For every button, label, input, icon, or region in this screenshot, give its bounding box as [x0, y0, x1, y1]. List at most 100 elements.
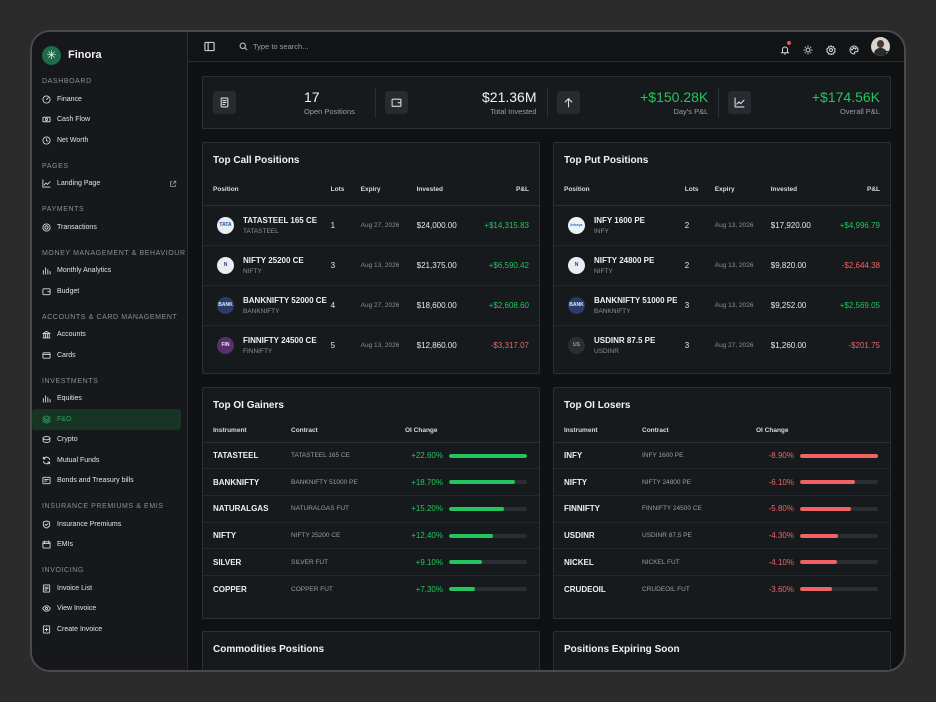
oi-change-cell: +12.40% [405, 522, 539, 550]
contract-cell: SILVER FUT [291, 548, 405, 576]
table-row[interactable]: INFY INFY 1600 PE -8.90% [554, 442, 890, 470]
palette-button[interactable] [849, 42, 859, 55]
table-row[interactable]: BANK BANKNIFTY 51000 PE BANKNIFTY 3 Aug 13, … [554, 285, 890, 326]
sidebar-item-accounts[interactable]: Accounts [32, 325, 181, 346]
refresh-icon [42, 456, 51, 465]
table-row[interactable]: BANKNIFTY BANKNIFTY 51000 PE +18.70% [203, 468, 539, 496]
instrument-logo: US [568, 336, 585, 354]
sidebar-item-mutual-funds[interactable]: Mutual Funds [32, 450, 181, 471]
table-row[interactable]: COPPER COPPER FUT +7.30% [203, 575, 539, 602]
table-row[interactable]: NICKEL NICKEL FUT -4.10% [554, 548, 890, 576]
sidebar-item-f-o[interactable]: F&O [32, 409, 181, 430]
column-header: P&L [482, 175, 539, 206]
instrument-logo: FIN [217, 336, 234, 354]
sidebar-item-net-worth[interactable]: Net Worth [32, 130, 181, 151]
sidebar-toggle-icon[interactable] [204, 41, 215, 52]
sidebar-item-invoice-list[interactable]: Invoice List [32, 578, 181, 599]
card-title: Top Put Positions [564, 155, 649, 166]
sidebar-item-label: Create Invoice [57, 625, 103, 633]
positions-expiring-soon-card: Positions Expiring Soon [553, 631, 891, 670]
instrument-cell: NATURALGAS [203, 495, 291, 523]
table-row[interactable]: US USDINR 87.5 PE USDINR 3 Aug 27, 2026 $1,26… [554, 325, 890, 365]
brand[interactable]: ✳ Finora [32, 36, 187, 74]
theme-toggle-button[interactable] [803, 42, 813, 54]
sidebar-item-label: Crypto [57, 436, 78, 444]
table-row[interactable]: NIFTY NIFTY 24800 PE -6.10% [554, 468, 890, 496]
table-row[interactable]: TATASTEEL TATASTEEL 165 CE +22.60% [203, 442, 539, 470]
contract-cell: TATASTEEL 165 CE [291, 442, 405, 470]
oi-change-bar-fill [800, 533, 839, 538]
position-name: USDINR 87.5 PE [594, 335, 656, 345]
oi-change-value: +22.60% [411, 450, 443, 460]
bar-chart-icon [42, 267, 51, 275]
position-underlying: FINNIFTY [243, 347, 273, 355]
table-row[interactable]: SILVER SILVER FUT +9.10% [203, 548, 539, 576]
search-input[interactable]: Type to search... [253, 42, 309, 51]
contract-cell: NIFTY 24800 PE [642, 468, 756, 496]
sidebar-item-finance[interactable]: Finance [32, 89, 181, 110]
card-icon [42, 352, 51, 359]
column-header: Lots [330, 175, 361, 206]
sidebar-item-view-invoice[interactable]: View Invoice [32, 599, 181, 620]
call-positions-card: Top Call Positions Position Lots Expiry Inv… [202, 142, 540, 374]
stat-text: +$150.28K Day's P&L [640, 89, 708, 116]
sidebar-section-title: DASHBOARD [42, 78, 92, 85]
sidebar-section-title: INVESTMENTS [42, 377, 99, 385]
user-avatar[interactable] [871, 37, 890, 56]
instrument-logo: BANK [568, 296, 585, 314]
contract-cell: NICKEL FUT [642, 548, 756, 576]
table-row[interactable]: FINNIFTY FINNIFTY 24500 CE -5.80% [554, 495, 890, 523]
sidebar-item-bonds-and-treasury-bills[interactable]: Bonds and Treasury bills [32, 471, 181, 492]
search-bar[interactable]: Type to search... [239, 42, 308, 51]
sidebar-item-label: Accounts [57, 331, 86, 339]
table-row[interactable]: CRUDEOIL CRUDEOIL FUT -3.60% [554, 575, 890, 602]
table-row[interactable]: USDINR USDINR 87.5 PE -4.30% [554, 522, 890, 550]
oi-change-cell: -4.10% [756, 548, 890, 576]
oi-change-value: +7.30% [415, 584, 443, 594]
avatar-head [877, 40, 884, 48]
table-row[interactable]: TATA TATASTEEL 165 CE TATASTEEL 1 Aug 27, 20… [203, 205, 539, 246]
stat-icon-box [213, 91, 236, 114]
oi-change-cell: -8.90% [756, 442, 890, 470]
table-row[interactable]: FIN FINNIFTY 24500 CE FINNIFTY 5 Aug 13, 202… [203, 325, 539, 365]
expiry-cell: Aug 13, 2026 [714, 205, 771, 246]
sidebar-item-monthly-analytics[interactable]: Monthly Analytics [32, 261, 181, 282]
instrument-cell: SILVER [203, 548, 291, 576]
stat-icon-box [728, 91, 752, 114]
table-row[interactable]: BANK BANKNIFTY 52000 CE BANKNIFTY 4 Aug 27, … [203, 285, 539, 326]
sidebar-item-create-invoice[interactable]: Create Invoice [32, 619, 181, 640]
sidebar-item-crypto[interactable]: Crypto [32, 430, 181, 451]
sidebar-item-cards[interactable]: Cards [32, 345, 181, 366]
stat-label: Total Invested [490, 107, 537, 116]
sidebar-item-equities[interactable]: Equities [32, 389, 181, 410]
column-header: Expiry [360, 175, 417, 206]
put-positions-card: Top Put Positions Position Lots Expiry Inve… [553, 142, 891, 374]
table-row[interactable]: NIFTY NIFTY 25200 CE +12.40% [203, 522, 539, 550]
bar-chart-icon [42, 395, 51, 403]
oi-losers-card: Top OI Losers Instrument Contract OI Chang… [553, 387, 891, 619]
table-row[interactable]: N NIFTY 25200 CE NIFTY 3 Aug 13, 2026 $21,375… [203, 245, 539, 286]
sidebar-item-landing-page[interactable]: Landing Page [32, 174, 181, 195]
sidebar-item-budget[interactable]: Budget [32, 281, 181, 302]
notifications-button[interactable] [780, 40, 791, 54]
invested-cell: $21,375.00 [416, 245, 483, 286]
expiry-cell: Aug 13, 2026 [714, 285, 771, 326]
stat-text: $21.36M Total Invested [482, 89, 536, 116]
oi-change-bar-fill [800, 480, 855, 485]
sidebar-item-cash-flow[interactable]: Cash Flow [32, 110, 181, 131]
table-row[interactable]: Infosys INFY 1600 PE INFY 2 Aug 13, 2026 $17,… [554, 205, 890, 246]
table-row[interactable]: N NIFTY 24800 PE NIFTY 2 Aug 13, 2026 $9,820.… [554, 245, 890, 286]
gear-icon [826, 44, 836, 56]
position-cell: N NIFTY 25200 CE NIFTY [217, 256, 331, 275]
oi-change-bar-fill [800, 560, 837, 565]
oi-change-bar [449, 507, 527, 512]
expiry-cell: Aug 27, 2026 [360, 285, 417, 326]
sidebar-item-emis[interactable]: EMIs [32, 535, 181, 556]
position-underlying: BANKNIFTY [594, 307, 631, 315]
put-positions-table: Position Lots Expiry Invested P&L Infosys INF… [554, 175, 890, 365]
settings-button[interactable] [826, 42, 836, 56]
sidebar-item-insurance-premiums[interactable]: Insurance Premiums [32, 514, 181, 535]
sidebar-item-transactions[interactable]: Transactions [32, 217, 181, 238]
table-row[interactable]: NATURALGAS NATURALGAS FUT +15.20% [203, 495, 539, 523]
oi-change-bar-fill [800, 453, 878, 458]
